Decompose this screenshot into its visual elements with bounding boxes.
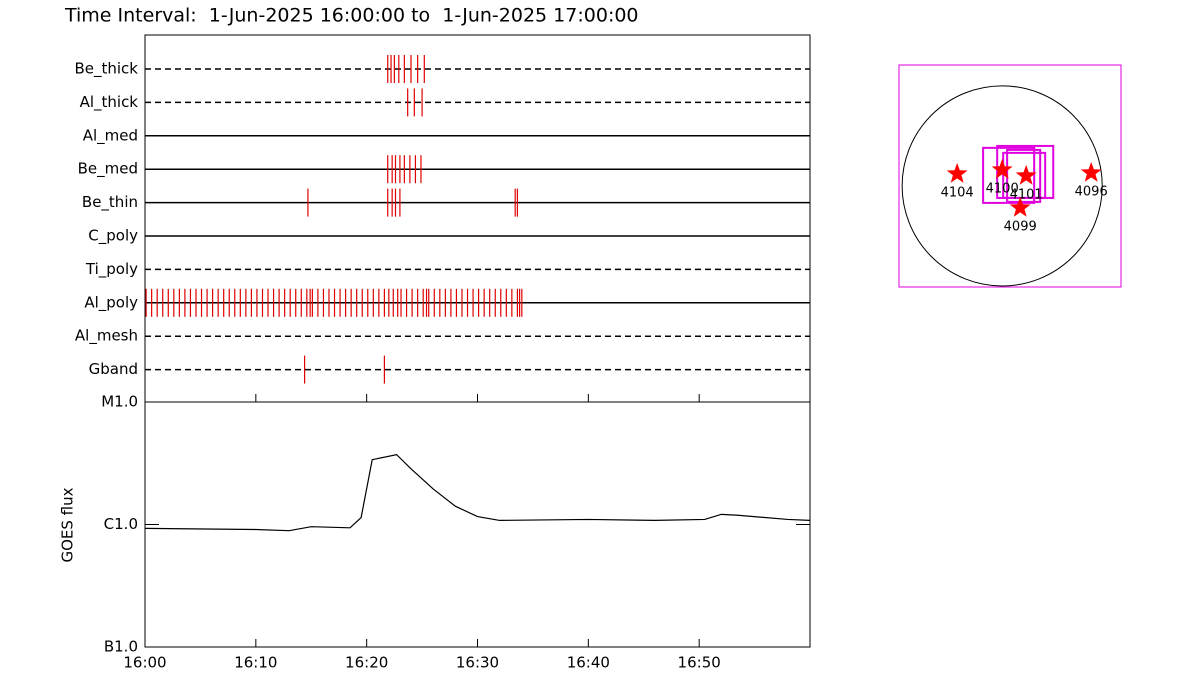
fov-box [1002,151,1047,199]
x-tick-label: 16:40 [567,654,610,672]
chart-title: Time Interval: 1-Jun-2025 16:00:00 to 1-… [64,5,639,27]
filter-label: Be_med [78,160,138,179]
goes-frame [144,401,811,648]
filter-label: Be_thin [82,193,138,212]
x-tick-label: 16:10 [234,654,277,672]
y-tick-label: M1.0 [101,393,138,411]
region-label: 4096 [1075,184,1108,199]
y-tick-label: B1.0 [104,638,138,656]
map-frame [898,64,1122,288]
x-tick-label: 16:50 [678,654,721,672]
region-marker [1015,164,1037,185]
x-tick-label: 16:00 [123,654,166,672]
region-label: 4101 [1010,187,1043,202]
region-marker [946,162,968,183]
filter-label: Al_mesh [75,327,138,346]
filter-label: Ti_poly [85,260,138,279]
region-label: 4099 [1004,219,1037,234]
region-marker [1009,196,1031,217]
filter-label: Gband [89,360,138,378]
y-tick-label: C1.0 [104,515,138,533]
goes-curve [144,453,811,532]
filter-label: Al_med [83,126,138,145]
solar-disk [901,85,1103,287]
filter-label: Al_thick [80,93,139,112]
x-tick-label: 16:20 [345,654,388,672]
x-tick-label: 16:30 [456,654,499,672]
region-marker [991,158,1013,179]
filter-label: Be_thick [74,60,138,79]
region-label: 4104 [941,185,974,200]
filter-label: C_poly [88,227,138,246]
timeline-frame [144,34,811,403]
region-marker [1080,161,1102,182]
region-label: 4100 [986,181,1019,196]
filter-label: Al_poly [84,293,138,312]
y-axis-label: GOES flux [59,487,77,562]
